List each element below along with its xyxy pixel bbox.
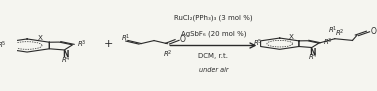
Text: X: X (37, 35, 43, 41)
Text: R$^4$: R$^4$ (308, 52, 318, 63)
Text: N: N (310, 48, 316, 57)
Text: X: X (288, 34, 293, 40)
Text: N: N (62, 50, 69, 59)
Text: R$^4$: R$^4$ (61, 55, 70, 67)
Text: O: O (180, 35, 186, 44)
Text: R$^5$: R$^5$ (253, 38, 263, 49)
Text: $+$: $+$ (103, 38, 113, 49)
Text: AgSbF₆ (20 mol %): AgSbF₆ (20 mol %) (181, 30, 246, 37)
Text: R$^5$: R$^5$ (0, 39, 7, 51)
Text: O: O (371, 27, 377, 36)
Text: R$^3$: R$^3$ (323, 37, 333, 48)
Text: R$^3$: R$^3$ (77, 38, 87, 50)
Text: DCM, r.t.: DCM, r.t. (198, 53, 228, 59)
Text: R$^1$: R$^1$ (121, 33, 131, 44)
Text: R$^2$: R$^2$ (162, 48, 172, 60)
Text: R$^1$: R$^1$ (328, 24, 337, 36)
Text: R$^2$: R$^2$ (335, 27, 345, 39)
Text: RuCl₂(PPh₃)₃ (3 mol %): RuCl₂(PPh₃)₃ (3 mol %) (174, 15, 253, 21)
Text: under air: under air (199, 67, 228, 73)
